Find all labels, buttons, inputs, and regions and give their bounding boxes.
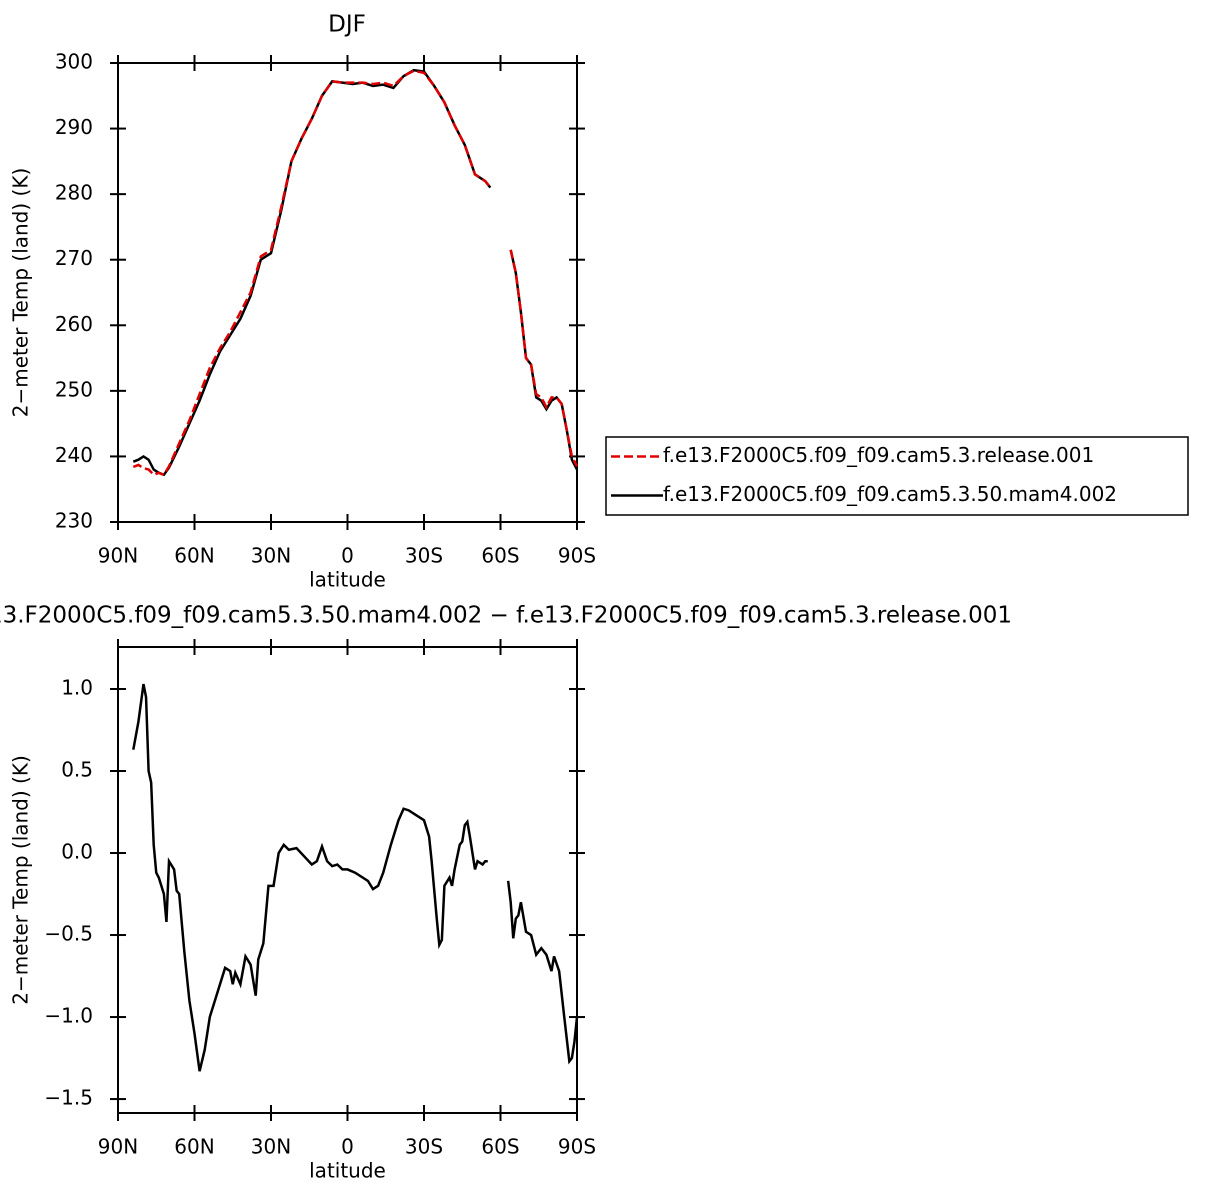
y-tick-label: 240 — [55, 443, 93, 467]
legend-label: f.e13.F2000C5.f09_f09.cam5.3.50.mam4.002 — [663, 482, 1117, 506]
plot-frame — [117, 62, 578, 523]
y-tick-label: 290 — [55, 115, 93, 139]
x-axis-label: latitude — [309, 568, 386, 592]
data-line — [132, 683, 488, 1072]
y-axis-label: 2−meter Temp (land) (K) — [9, 168, 33, 418]
y-tick-label: −1.0 — [44, 1004, 93, 1028]
legend-label: f.e13.F2000C5.f09_f09.cam5.3.release.001 — [663, 443, 1094, 467]
x-tick-label: 60S — [481, 1135, 519, 1159]
x-tick-label: 0 — [341, 544, 354, 568]
x-tick-label: 90N — [98, 1135, 138, 1159]
x-tick-label: 0 — [341, 1135, 354, 1159]
x-tick-label: 90S — [558, 544, 596, 568]
y-tick-label: −1.5 — [44, 1086, 93, 1110]
x-tick-label: 60S — [481, 544, 519, 568]
y-tick-label: 1.0 — [61, 675, 93, 699]
x-tick-label: 60N — [174, 1135, 214, 1159]
x-tick-label: 30N — [251, 1135, 291, 1159]
legend: f.e13.F2000C5.f09_f09.cam5.3.release.001… — [605, 436, 1189, 516]
x-tick-label: 30S — [405, 1135, 443, 1159]
y-tick-label: 270 — [55, 246, 93, 270]
x-tick-label: 60N — [174, 544, 214, 568]
y-tick-label: 230 — [55, 509, 93, 533]
x-tick-label: 30S — [405, 544, 443, 568]
chart-title: DJF — [328, 12, 366, 38]
y-tick-label: 280 — [55, 181, 93, 205]
chart-title: f.e13.F2000C5.f09_f09.cam5.3.50.mam4.002… — [0, 603, 1012, 629]
x-axis-label: latitude — [309, 1159, 386, 1183]
data-line — [132, 69, 492, 477]
y-tick-label: 0.5 — [61, 758, 93, 782]
y-tick-label: −0.5 — [44, 922, 93, 946]
y-tick-label: 250 — [55, 377, 93, 401]
y-tick-label: 0.0 — [61, 840, 93, 864]
data-line — [509, 249, 579, 467]
y-tick-label: 260 — [55, 312, 93, 336]
data-line — [506, 880, 579, 1065]
legend-box — [605, 436, 1189, 516]
y-axis-label: 2−meter Temp (land) (K) — [9, 755, 33, 1005]
x-tick-label: 90N — [98, 544, 138, 568]
plot-frame — [117, 646, 578, 1114]
x-tick-label: 90S — [558, 1135, 596, 1159]
data-line — [132, 68, 492, 477]
y-tick-label: 300 — [55, 50, 93, 74]
x-tick-label: 30N — [251, 544, 291, 568]
